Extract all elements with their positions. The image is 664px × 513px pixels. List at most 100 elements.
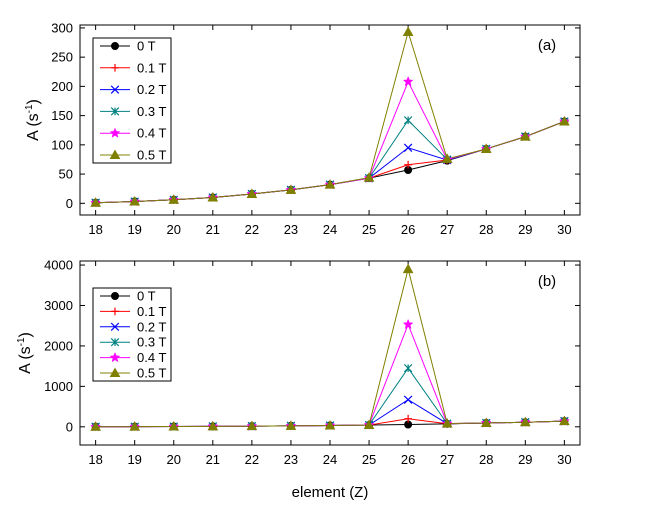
legend-label: 0.5 T xyxy=(137,148,166,163)
x-tick-label: 23 xyxy=(284,452,298,467)
legend-marker xyxy=(109,127,121,138)
data-point xyxy=(285,184,297,194)
series-markers-05T xyxy=(90,26,570,207)
legend-marker xyxy=(109,351,121,363)
x-axis-label: element (Z) xyxy=(292,484,369,501)
y-tick-label: 300 xyxy=(51,20,73,35)
legend: 0 T 0.1 T 0.2 T 0.3 T 0.4 T 0.5 T xyxy=(92,37,172,164)
y-tick-label: 150 xyxy=(51,108,73,123)
data-point xyxy=(207,191,219,202)
data-point xyxy=(403,395,413,404)
y-axis-label-close: ) xyxy=(25,99,42,104)
y-axis-label-sup: -1 xyxy=(24,104,35,113)
panel-a: 18 19 20 21 22 23 24 25 26 27 28 29 3005010015020025… xyxy=(24,20,581,237)
legend-marker xyxy=(111,307,119,316)
y-axis-label: A (s-1) xyxy=(16,332,34,374)
y-tick-label: 0 xyxy=(66,419,73,434)
legend-box xyxy=(92,287,172,382)
x-tick-label: 22 xyxy=(245,222,259,237)
data-point xyxy=(246,188,258,198)
legend-label: 0.5 T xyxy=(137,366,166,381)
data-point xyxy=(404,414,412,423)
legend-marker xyxy=(110,107,120,116)
legend-marker xyxy=(111,64,119,72)
legend-marker xyxy=(110,85,120,94)
data-point xyxy=(90,421,101,431)
y-tick-label: 3000 xyxy=(44,298,73,313)
x-tick-label: 23 xyxy=(284,222,298,237)
data-point xyxy=(519,416,531,427)
data-point xyxy=(441,153,453,163)
legend-marker xyxy=(110,322,120,332)
y-tick-label: 1000 xyxy=(44,379,73,394)
x-tick-label: 26 xyxy=(401,452,415,467)
y-axis-label-close: ) xyxy=(17,332,34,337)
y-tick-label: 200 xyxy=(51,79,73,94)
data-point xyxy=(403,143,413,152)
x-tick-label: 28 xyxy=(479,222,493,237)
x-tick-label: 26 xyxy=(401,222,415,237)
x-tick-label: 20 xyxy=(167,222,181,237)
legend-label: 0.1 T xyxy=(137,304,166,319)
x-tick-label: 20 xyxy=(167,452,181,467)
legend-marker xyxy=(111,292,119,300)
x-tick-label: 18 xyxy=(88,452,102,467)
x-tick-label: 30 xyxy=(557,222,571,237)
data-point xyxy=(403,363,413,373)
data-point xyxy=(519,131,531,141)
x-tick-label: 24 xyxy=(323,452,337,467)
legend: 0 T0.1 T0.2 T0.3 T0.4 T0.5 T xyxy=(92,287,172,382)
data-point xyxy=(129,196,141,206)
data-point xyxy=(246,420,258,431)
panel-label: (a) xyxy=(538,37,556,54)
data-point xyxy=(324,179,336,189)
x-tick-label: 21 xyxy=(206,452,220,467)
x-tick-label: 29 xyxy=(518,222,532,237)
legend-marker xyxy=(110,337,120,347)
legend-label: 0 T xyxy=(137,289,156,304)
legend-label: 0.2 T xyxy=(137,82,166,97)
data-point xyxy=(480,417,492,428)
data-point xyxy=(404,160,412,169)
y-axis-label-text: A (s xyxy=(17,346,34,374)
data-point xyxy=(403,116,413,125)
y-tick-label: 50 xyxy=(59,167,73,182)
x-tick-label: 25 xyxy=(362,222,376,237)
data-point xyxy=(402,318,414,330)
x-tick-label: 19 xyxy=(127,452,141,467)
y-axis-label-text: A (s xyxy=(25,113,42,141)
legend-label: 0.1 T xyxy=(137,60,166,75)
x-tick-label: 21 xyxy=(206,222,220,237)
legend-label: 0.2 T xyxy=(137,319,166,334)
legend-label: 0.3 T xyxy=(137,104,166,119)
data-point xyxy=(363,172,375,182)
x-tick-label: 28 xyxy=(479,452,493,467)
x-tick-label: 24 xyxy=(323,222,337,237)
x-tick-label: 29 xyxy=(518,452,532,467)
legend-box xyxy=(92,37,172,164)
data-point xyxy=(441,417,453,428)
legend-label: 0.4 T xyxy=(137,126,166,141)
data-point xyxy=(559,115,570,126)
data-point xyxy=(363,419,375,429)
data-point xyxy=(324,419,336,430)
data-point xyxy=(90,197,101,207)
series-markers-05T xyxy=(90,263,570,431)
x-tick-label: 27 xyxy=(440,452,454,467)
x-tick-label: 22 xyxy=(245,452,259,467)
legend-marker xyxy=(109,149,121,159)
x-tick-label: 18 xyxy=(88,222,102,237)
x-tick-label: 25 xyxy=(362,452,376,467)
data-point xyxy=(168,421,180,431)
x-tick-label: 19 xyxy=(127,222,141,237)
data-point xyxy=(402,76,414,87)
data-point xyxy=(402,263,414,274)
legend-label: 0.4 T xyxy=(137,350,166,365)
legend-label: 0.3 T xyxy=(137,335,166,350)
data-point xyxy=(559,415,570,426)
data-point xyxy=(480,143,492,153)
legend-label: 0 T xyxy=(137,39,156,54)
y-tick-label: 100 xyxy=(51,137,73,152)
x-tick-label: 27 xyxy=(440,222,454,237)
